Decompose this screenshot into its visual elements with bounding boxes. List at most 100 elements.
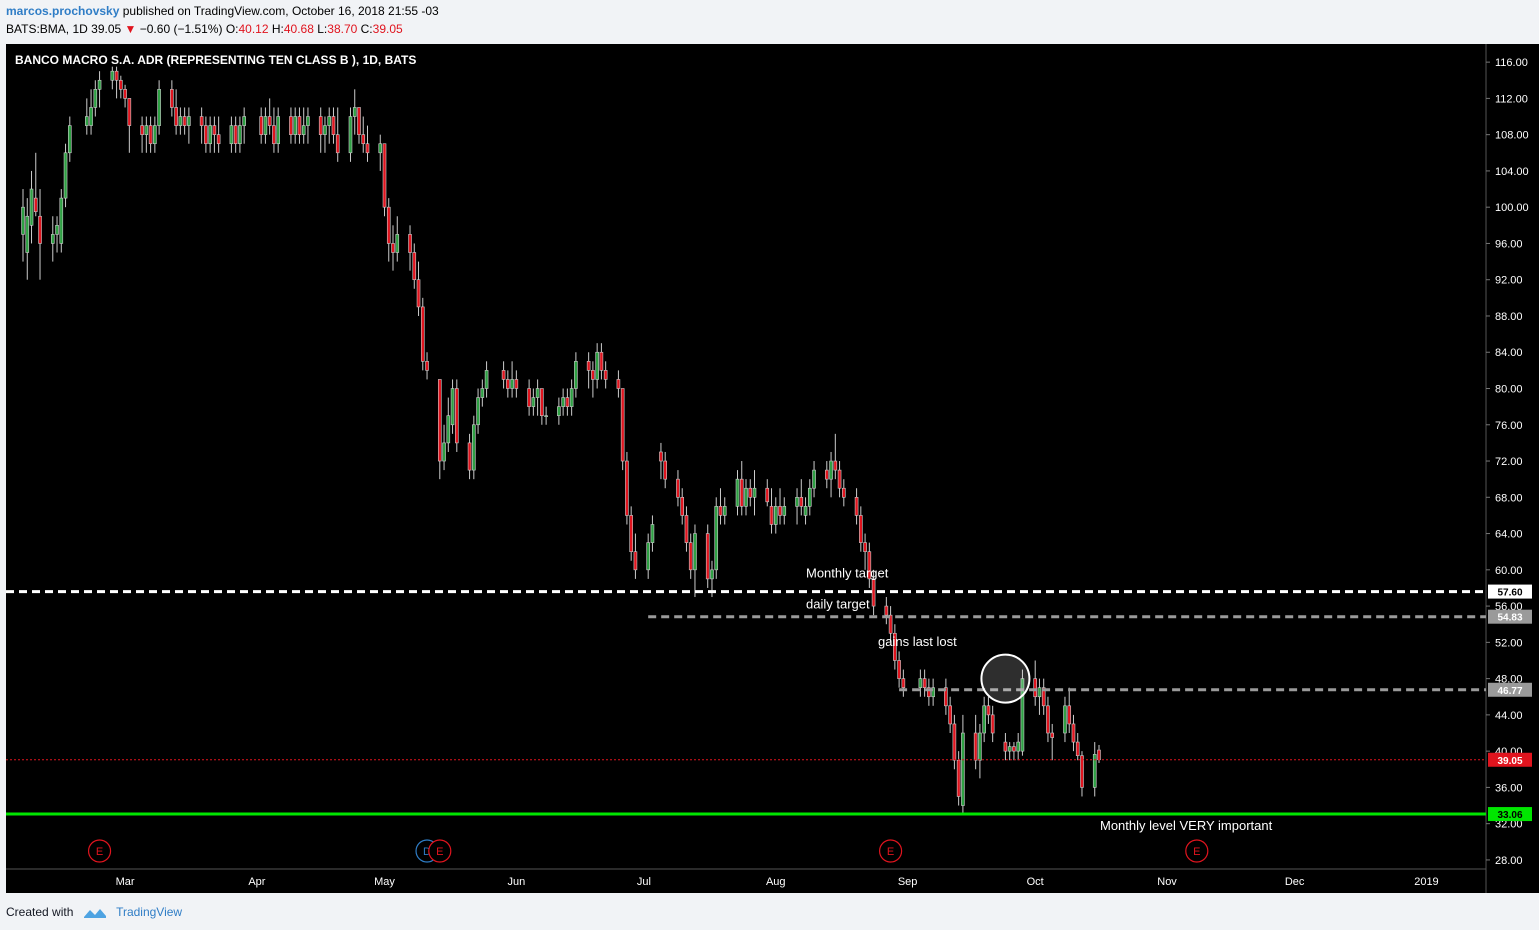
candle-body: [153, 125, 157, 145]
last-price: 39.05: [91, 22, 122, 36]
candle-body: [705, 533, 710, 580]
candle-body: [812, 469, 816, 489]
candle-body: [688, 542, 693, 571]
close-value: 39.05: [372, 22, 403, 36]
candle-body: [506, 379, 510, 389]
candle-body: [722, 506, 727, 516]
candle-body: [386, 206, 391, 244]
candle-body: [871, 578, 876, 607]
candle-body: [276, 116, 280, 145]
candle-body: [263, 116, 268, 135]
candle-body: [29, 188, 34, 226]
candle-body: [633, 551, 638, 571]
candle-body: [531, 397, 536, 407]
time-tick-label: 2019: [1414, 876, 1438, 888]
candle-body: [795, 496, 799, 507]
candle-body: [769, 506, 774, 525]
candle-body: [901, 678, 906, 688]
author-link[interactable]: marcos.prochovsky: [6, 4, 120, 18]
candle-body: [472, 424, 476, 471]
publish-info: marcos.prochovsky published on TradingVi…: [6, 4, 439, 18]
last-price-price-tag: [1488, 752, 1532, 767]
candle-body: [595, 351, 599, 380]
candle-body: [348, 116, 353, 154]
candle-body: [646, 542, 650, 571]
candle-body: [119, 79, 123, 90]
candle-body: [352, 107, 357, 117]
candle-body: [361, 134, 366, 145]
candle-body: [893, 632, 897, 661]
monthly-level-price-tag: [1488, 807, 1532, 822]
event-marker-label: E: [887, 846, 894, 858]
candle-body: [990, 714, 995, 734]
candle-body: [1097, 749, 1101, 761]
candle-body: [267, 116, 272, 126]
price-tick-label: 76.00: [1495, 420, 1523, 432]
candle-body: [842, 487, 846, 498]
candle-body: [676, 478, 680, 498]
candle-body: [408, 234, 412, 253]
candle-body: [233, 125, 238, 145]
candle-body: [1033, 678, 1037, 698]
monthly-level-price-label: 33.06: [1497, 810, 1522, 821]
price-tick-label: 92.00: [1495, 275, 1523, 287]
high-value: 40.68: [283, 22, 314, 36]
candle-body: [978, 732, 982, 761]
candle-body: [540, 388, 544, 417]
candle-body: [625, 460, 629, 516]
event-marker: [1185, 839, 1209, 863]
time-tick-label: Jun: [507, 876, 525, 888]
candle-body: [710, 569, 714, 580]
event-marker-label: E: [436, 846, 443, 858]
price-chart[interactable]: BANCO MACRO S.A. ADR (REPRESENTING TEN C…: [6, 44, 1539, 893]
time-tick-label: Dec: [1285, 876, 1305, 888]
monthly-target-price-tag: [1488, 584, 1532, 599]
chart-pane[interactable]: BANCO MACRO S.A. ADR (REPRESENTING TEN C…: [6, 44, 1539, 893]
candle-body: [557, 406, 561, 417]
event-marker: [878, 839, 903, 863]
candle-body: [1007, 746, 1012, 752]
candle-body: [948, 705, 952, 725]
price-tick-label: 72.00: [1495, 456, 1523, 468]
candle-body: [897, 660, 901, 679]
symbol-label: BATS:BMA, 1D: [6, 22, 88, 36]
candle-body: [739, 478, 744, 507]
event-marker-label: E: [1193, 846, 1200, 858]
candle-body: [680, 496, 685, 516]
candle-body: [33, 197, 38, 213]
candle-body: [306, 116, 310, 126]
daily-target-annotation: daily target: [806, 597, 870, 612]
candle-body: [752, 487, 757, 498]
price-tick-label: 116.00: [1495, 57, 1528, 69]
candle-body: [412, 252, 417, 281]
candle-body: [778, 506, 782, 516]
candle-body: [888, 614, 893, 634]
candle-body: [25, 215, 30, 253]
gains-level-price-tag: [1488, 682, 1532, 697]
candle-body: [944, 687, 948, 707]
candle-body: [297, 116, 302, 135]
gains-level-price-label: 46.77: [1497, 686, 1522, 697]
candle-body: [982, 705, 986, 734]
candle-body: [748, 487, 753, 498]
candle-body: [1041, 687, 1046, 707]
candle-body: [527, 388, 531, 407]
candle-body: [178, 116, 183, 126]
candle-body: [467, 442, 472, 471]
candle-body: [833, 460, 838, 471]
candle-body: [616, 379, 621, 389]
candle-body: [718, 506, 723, 516]
candle-body: [335, 134, 340, 154]
monthly-level-annotation: Monthly level VERY important: [1100, 818, 1273, 833]
time-tick-label: Apr: [248, 876, 265, 888]
candle-body: [63, 152, 68, 199]
high-label: H:: [271, 22, 284, 36]
candle-body: [238, 125, 242, 145]
monthly-target-annotation: Monthly target: [806, 566, 889, 581]
chart-title: BANCO MACRO S.A. ADR (REPRESENTING TEN C…: [15, 53, 416, 67]
tradingview-link[interactable]: TradingView: [116, 905, 183, 919]
candle-body: [603, 370, 608, 380]
time-tick-label: Sep: [898, 876, 918, 888]
candle-body: [574, 361, 578, 389]
candle-body: [807, 487, 812, 507]
